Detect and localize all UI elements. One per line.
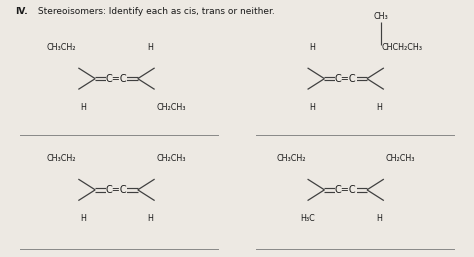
Text: H: H <box>376 103 383 112</box>
Text: CH₃CH₂: CH₃CH₂ <box>47 154 76 163</box>
Text: CH₂CH₃: CH₂CH₃ <box>386 154 415 163</box>
Text: CH₃CH₂: CH₃CH₂ <box>276 154 306 163</box>
Text: H: H <box>147 43 153 52</box>
Text: H: H <box>80 103 86 112</box>
Text: H: H <box>147 214 153 223</box>
Text: CHCH₂CH₃: CHCH₂CH₃ <box>381 43 422 52</box>
Text: C=C: C=C <box>106 74 128 84</box>
Text: C=C: C=C <box>335 74 356 84</box>
Text: CH₃CH₂: CH₃CH₂ <box>47 43 76 52</box>
Text: H: H <box>376 214 383 223</box>
Text: C=C: C=C <box>335 185 356 195</box>
Text: CH₃: CH₃ <box>374 12 389 21</box>
Text: CH₂CH₃: CH₂CH₃ <box>156 103 186 112</box>
Text: C=C: C=C <box>106 185 128 195</box>
Text: H: H <box>80 214 86 223</box>
Text: H: H <box>309 43 315 52</box>
Text: Stereoisomers: Identify each as cis, trans or neither.: Stereoisomers: Identify each as cis, tra… <box>35 7 275 16</box>
Text: IV.: IV. <box>15 7 27 16</box>
Text: H: H <box>309 103 315 112</box>
Text: H₃C: H₃C <box>300 214 315 223</box>
Text: CH₂CH₃: CH₂CH₃ <box>156 154 186 163</box>
